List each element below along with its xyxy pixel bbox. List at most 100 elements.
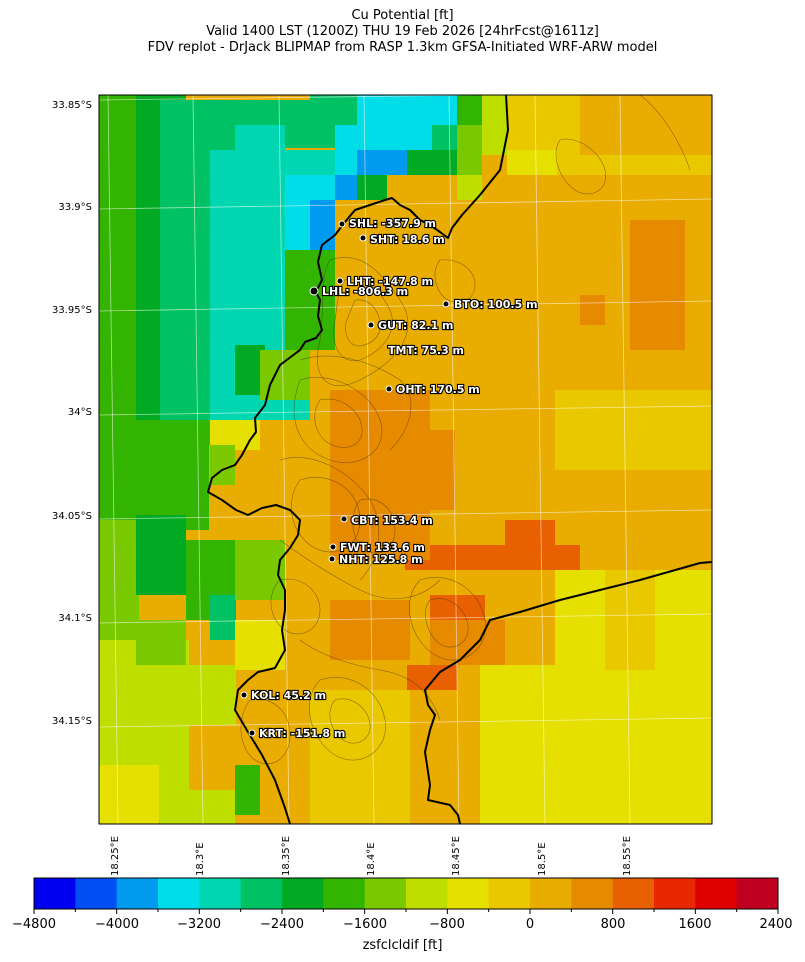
field-cell xyxy=(335,175,357,200)
field-cell xyxy=(310,200,335,250)
station-marker xyxy=(328,555,336,563)
colorbar-tick-label: −3200 xyxy=(177,917,221,932)
field-cell xyxy=(457,175,482,200)
field-cell xyxy=(285,150,335,178)
colorbar-swatch xyxy=(323,878,366,909)
station-label: FWT: 133.6 m xyxy=(340,541,425,554)
colorbar-swatch xyxy=(158,878,200,909)
field-cell xyxy=(99,420,209,530)
station-marker xyxy=(359,234,367,242)
map-frame xyxy=(98,94,713,825)
lat-label: 33.95°S xyxy=(52,305,92,316)
station-label: GUT: 82.1 m xyxy=(378,319,454,332)
field-cell xyxy=(505,520,555,570)
lat-label: 34.15°S xyxy=(52,716,92,727)
lon-label: 18.25°E xyxy=(110,836,121,876)
colorbar-label: zsfclcldif [ft] xyxy=(362,938,443,953)
station-label: SHT: 18.6 m xyxy=(370,233,445,246)
station-marker xyxy=(309,286,319,296)
field-cell xyxy=(407,150,457,175)
field-cell xyxy=(457,125,482,175)
field-cell xyxy=(480,665,560,824)
field-cell xyxy=(99,765,159,824)
colorbar-swatch xyxy=(116,878,159,909)
field-cell xyxy=(357,225,407,350)
field-cell xyxy=(457,95,482,125)
station-label: OHT: 170.5 m xyxy=(396,383,480,396)
field-cell xyxy=(630,220,685,350)
colorbar-swatch xyxy=(447,878,490,909)
colorbar-frame xyxy=(33,877,779,910)
colorbar-swatch xyxy=(282,878,324,909)
field-cell xyxy=(235,620,285,670)
field-cell xyxy=(160,790,235,824)
field-cell xyxy=(99,520,139,640)
field-cell xyxy=(507,150,557,175)
colorbar-swatch xyxy=(612,878,655,909)
terrain-contours xyxy=(240,95,691,765)
station-label: KOL: 45.2 m xyxy=(251,689,326,702)
map-area: SHL: -357.9 m SHT: 18.6 m LHT: -147.8 mLHL… xyxy=(99,95,712,824)
lon-label: 18.3°E xyxy=(195,842,206,876)
lat-label: 34°S xyxy=(67,407,92,418)
colorbar-swatch xyxy=(571,878,614,909)
colorbar-swatch xyxy=(240,878,283,909)
field-cell xyxy=(335,125,360,175)
field-cell xyxy=(605,570,655,670)
station-label: SHL: -357.9 m xyxy=(349,217,436,230)
field-cell xyxy=(405,430,455,510)
field-cell xyxy=(235,125,285,150)
colorbar-swatch xyxy=(34,878,76,909)
field-cell xyxy=(430,620,505,665)
station-marker xyxy=(340,515,348,523)
station-label: LHT: -147.8 m xyxy=(347,275,433,288)
station-marker xyxy=(385,385,393,393)
station-marker xyxy=(442,300,450,308)
field-cell xyxy=(285,430,330,460)
colorbar-swatch xyxy=(736,878,779,909)
station-label: LHL: -806.3 m xyxy=(322,285,408,298)
field-cell xyxy=(330,600,410,660)
colorbar-swatch xyxy=(406,878,448,909)
field-cell xyxy=(210,595,235,640)
colorbar-tick-label: 0 xyxy=(525,917,535,932)
colorbar xyxy=(33,878,779,914)
lat-label: 34.1°S xyxy=(58,613,92,624)
field-cell xyxy=(235,540,285,600)
colorbar-tick-label: −1600 xyxy=(343,917,387,932)
station-marker xyxy=(338,220,346,228)
station-marker xyxy=(336,277,344,285)
field-cell xyxy=(555,390,712,470)
station-label: TMT: 75.3 m xyxy=(388,344,464,357)
colorbar-swatch xyxy=(654,878,696,909)
colorbar-swatch xyxy=(530,878,572,909)
field-cell xyxy=(136,515,186,595)
field-cell xyxy=(580,95,712,155)
lat-label: 33.9°S xyxy=(58,202,92,213)
colorbar-tick-label: 1600 xyxy=(678,917,712,932)
station-label: KRT: -151.8 m xyxy=(259,727,345,740)
colorbar-swatch xyxy=(364,878,407,909)
field-cell xyxy=(432,125,457,150)
lon-label: 18.5°E xyxy=(537,842,548,876)
field-cell xyxy=(310,175,335,200)
station-marker xyxy=(248,729,256,737)
lat-label: 33.85°S xyxy=(52,100,92,111)
colorbar-tick-label: −4800 xyxy=(12,917,56,932)
field-cell xyxy=(235,765,260,815)
colorbar-tick-label: −4000 xyxy=(95,917,139,932)
field-cell xyxy=(186,100,296,125)
field-cell xyxy=(186,665,236,725)
colorbar-swatch xyxy=(75,878,118,909)
colorbar-tick-label: 2400 xyxy=(759,917,793,932)
field-cell xyxy=(136,620,186,665)
colorbar-swatch xyxy=(695,878,738,909)
map-subtitle-valid: Valid 1400 LST (1200Z) THU 19 Feb 2026 [… xyxy=(206,24,599,39)
lon-label: 18.4°E xyxy=(366,842,377,876)
colorbar-swatch xyxy=(488,878,531,909)
map-subtitle-source: FDV replot - DrJack BLIPMAP from RASP 1.… xyxy=(147,40,658,55)
map-title: Cu Potential [ft] xyxy=(351,8,454,23)
graticule xyxy=(99,95,712,824)
lon-label: 18.55°E xyxy=(622,836,633,876)
